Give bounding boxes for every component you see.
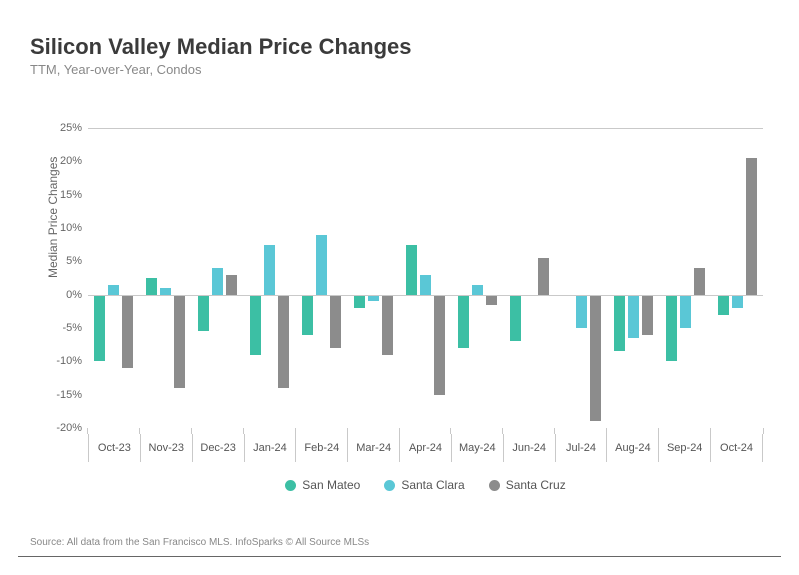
y-tick-label: 20% [60, 155, 82, 167]
bar-group [659, 128, 711, 428]
bar [94, 295, 105, 362]
x-tick-label: Mar-24 [347, 434, 399, 462]
bar [330, 295, 341, 348]
bar [250, 295, 261, 355]
y-tick-label: -20% [56, 422, 82, 434]
x-tick-label: Oct-23 [88, 434, 140, 462]
bar [122, 295, 133, 368]
bar [458, 295, 469, 348]
bar [680, 295, 691, 328]
legend-item: San Mateo [285, 478, 360, 492]
legend-item: Santa Cruz [489, 478, 566, 492]
x-tick-label: Jul-24 [555, 434, 607, 462]
bar [576, 295, 587, 328]
bar [732, 295, 743, 308]
legend-item: Santa Clara [384, 478, 464, 492]
y-tick-label: 10% [60, 222, 82, 234]
bar [382, 295, 393, 355]
bar [302, 295, 313, 335]
bar [694, 268, 705, 295]
legend-label: Santa Clara [401, 478, 464, 492]
y-tick-label: 25% [60, 122, 82, 134]
bar [316, 235, 327, 295]
x-tick-label: Dec-23 [192, 434, 244, 462]
x-tick-label: Nov-23 [140, 434, 192, 462]
bar [420, 275, 431, 295]
zero-line [88, 295, 763, 296]
bar-group [607, 128, 659, 428]
chart-subtitle: TTM, Year-over-Year, Condos [30, 62, 781, 77]
x-tick-label: Jan-24 [244, 434, 296, 462]
bar-group [503, 128, 555, 428]
bar [354, 295, 365, 308]
bar [642, 295, 653, 335]
bar-group [140, 128, 192, 428]
x-tick-label: Aug-24 [606, 434, 658, 462]
bar-group [555, 128, 607, 428]
bar [538, 258, 549, 295]
bar [666, 295, 677, 362]
chart-plot-area: -20%-15%-10%-5%0%5%10%15%20%25% [88, 128, 763, 428]
legend-swatch [285, 480, 296, 491]
y-axis-title: Median Price Changes [46, 157, 60, 278]
title-block: Silicon Valley Median Price Changes TTM,… [18, 18, 781, 77]
bar-group [88, 128, 140, 428]
bar-group [192, 128, 244, 428]
y-tick-label: -10% [56, 355, 82, 367]
bar [718, 295, 729, 315]
x-tick [763, 428, 764, 434]
y-tick-label: -15% [56, 389, 82, 401]
bar [746, 158, 757, 295]
x-tick-label: May-24 [451, 434, 503, 462]
bar-group [296, 128, 348, 428]
source-note: Source: All data from the San Francisco … [30, 537, 369, 548]
bar [628, 295, 639, 338]
bar-groups [88, 128, 763, 428]
bar [160, 288, 171, 295]
bar [226, 275, 237, 295]
x-tick-label: Sep-24 [658, 434, 710, 462]
legend-swatch [384, 480, 395, 491]
bar-group [711, 128, 763, 428]
bar [174, 295, 185, 388]
x-axis-labels: Oct-23Nov-23Dec-23Jan-24Feb-24Mar-24Apr-… [88, 434, 763, 462]
x-tick-label: Apr-24 [399, 434, 451, 462]
bar [486, 295, 497, 305]
bar [434, 295, 445, 395]
bar [278, 295, 289, 388]
bar [614, 295, 625, 352]
legend-label: Santa Cruz [506, 478, 566, 492]
legend-label: San Mateo [302, 478, 360, 492]
x-tick-label: Jun-24 [503, 434, 555, 462]
legend-swatch [489, 480, 500, 491]
y-tick-label: 0% [66, 289, 82, 301]
bar [108, 285, 119, 295]
chart-title: Silicon Valley Median Price Changes [30, 34, 781, 60]
bar [510, 295, 521, 342]
y-tick-label: 5% [66, 255, 82, 267]
bar [406, 245, 417, 295]
legend: San Mateo Santa Clara Santa Cruz [88, 478, 763, 492]
bar-group [451, 128, 503, 428]
bar-group [348, 128, 400, 428]
bar-group [400, 128, 452, 428]
bar [472, 285, 483, 295]
chart-frame: Silicon Valley Median Price Changes TTM,… [18, 18, 781, 557]
grid-line [88, 128, 763, 129]
x-tick-label: Feb-24 [295, 434, 347, 462]
bar [264, 245, 275, 295]
bar [146, 278, 157, 295]
x-tick-label: Oct-24 [710, 434, 763, 462]
y-tick-label: 15% [60, 189, 82, 201]
bar-group [244, 128, 296, 428]
bar [590, 295, 601, 422]
bar [198, 295, 209, 332]
bar [212, 268, 223, 295]
y-tick-label: -5% [62, 322, 82, 334]
